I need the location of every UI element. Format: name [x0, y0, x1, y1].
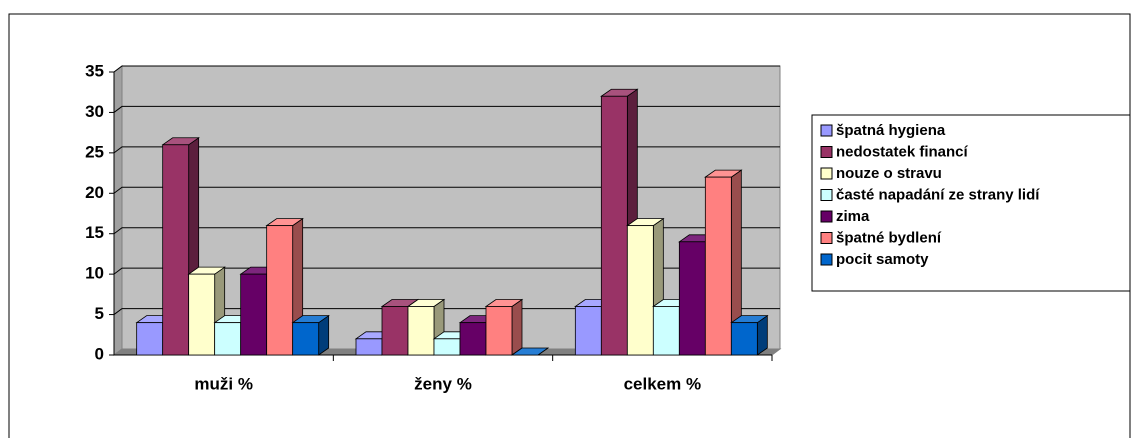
bar: [485, 306, 513, 356]
bar: [678, 241, 706, 356]
x-tick-label: celkem %: [624, 374, 702, 393]
grid-line: [113, 227, 780, 235]
legend-label: nedostatek financí: [836, 143, 969, 160]
y-tick-label: 35: [85, 61, 104, 80]
grid-line: [113, 146, 780, 154]
bar: [704, 176, 732, 356]
legend-label: nouze o stravu: [836, 165, 942, 182]
bar: [292, 322, 320, 356]
bar: [574, 306, 602, 356]
bar-side: [511, 298, 523, 356]
legend-swatch: [820, 189, 833, 201]
legend-swatch: [820, 124, 833, 137]
legend-swatch: [820, 232, 833, 244]
y-tick-label: 25: [85, 142, 104, 161]
bar: [600, 95, 628, 356]
grid-line: [113, 65, 780, 73]
legend-label: pocit samoty: [836, 251, 929, 268]
y-tick-label: 15: [85, 223, 104, 242]
grid-line: [113, 267, 780, 275]
grid-line: [113, 105, 780, 113]
legend-swatch: [820, 253, 833, 266]
legend-label: špatné bydlení: [836, 229, 942, 246]
legend-label: špatná hygiena: [836, 122, 946, 139]
bar: [626, 225, 654, 356]
bar: [407, 306, 435, 356]
grid-line: [113, 308, 780, 315]
bar: [652, 306, 680, 356]
y-tick-label: 30: [85, 102, 104, 121]
legend-swatch: [820, 167, 833, 180]
bar-top: [510, 347, 550, 356]
y-tick-label: 0: [95, 344, 104, 363]
bar: [355, 338, 383, 356]
bar: [214, 322, 242, 356]
legend-box: [811, 114, 1131, 292]
bar: [188, 273, 216, 356]
y-tick-label: 5: [95, 304, 104, 323]
grid-line: [113, 186, 780, 194]
x-tick-label: ženy %: [414, 374, 472, 393]
bar: [381, 306, 409, 356]
bar: [162, 144, 190, 356]
legend-label: zima: [836, 208, 870, 225]
bar: [240, 273, 268, 356]
x-tick-label: muži %: [194, 374, 253, 393]
legend-swatch: [820, 146, 833, 158]
legend-label: časté napadání ze strany lidí: [836, 186, 1040, 203]
legend-swatch: [820, 210, 833, 223]
bar: [459, 322, 487, 356]
bar: [433, 338, 461, 356]
bar: [266, 225, 294, 356]
y-tick-label: 20: [85, 183, 104, 202]
bar: [136, 322, 164, 356]
bar: [730, 322, 758, 356]
y-tick-label: 10: [85, 264, 104, 283]
